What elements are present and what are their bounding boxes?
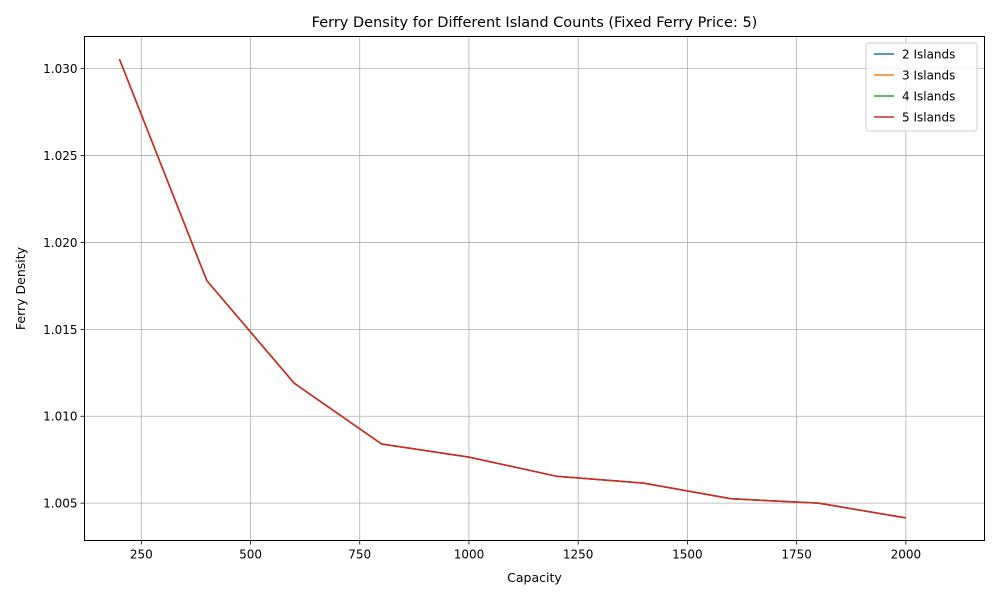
y-tick-label: 1.025 [43, 149, 77, 163]
x-axis-ticks: 250 500 750 1000 1250 1500 1750 2000 [130, 540, 922, 562]
y-tick-label: 1.005 [43, 497, 77, 511]
y-tick-label: 1.010 [43, 410, 77, 424]
x-tick-label: 1250 [563, 548, 594, 562]
legend-label: 4 Islands [902, 90, 955, 104]
series-line-5-islands [118, 58, 906, 519]
x-tick-label: 750 [348, 548, 371, 562]
x-tick-label: 250 [130, 548, 153, 562]
legend-label: 3 Islands [902, 69, 955, 83]
chart-title: Ferry Density for Different Island Count… [312, 15, 758, 31]
plot-frame [84, 36, 985, 541]
x-tick-label: 1750 [781, 548, 812, 562]
legend: 2 Islands 3 Islands 4 Islands 5 Islands [865, 42, 978, 132]
legend-label: 5 Islands [902, 111, 955, 125]
series-line-4-islands [118, 58, 906, 519]
x-axis-label: Capacity [507, 570, 562, 585]
grid [84, 36, 985, 541]
x-tick-label: 1500 [672, 548, 703, 562]
series-line-3-islands [118, 58, 906, 519]
series-line-2-islands [118, 58, 906, 519]
series-lines [118, 58, 906, 519]
x-tick-label: 2000 [891, 548, 922, 562]
legend-box [865, 42, 978, 132]
y-tick-label: 1.020 [43, 236, 77, 250]
y-axis-ticks: 1.005 1.010 1.015 1.020 1.025 1.030 [43, 62, 85, 511]
y-tick-label: 1.030 [43, 62, 77, 76]
y-tick-label: 1.015 [43, 323, 77, 337]
legend-label: 2 Islands [902, 48, 955, 62]
x-tick-label: 500 [239, 548, 262, 562]
y-axis-label: Ferry Density [13, 246, 28, 330]
x-tick-label: 1000 [454, 548, 485, 562]
